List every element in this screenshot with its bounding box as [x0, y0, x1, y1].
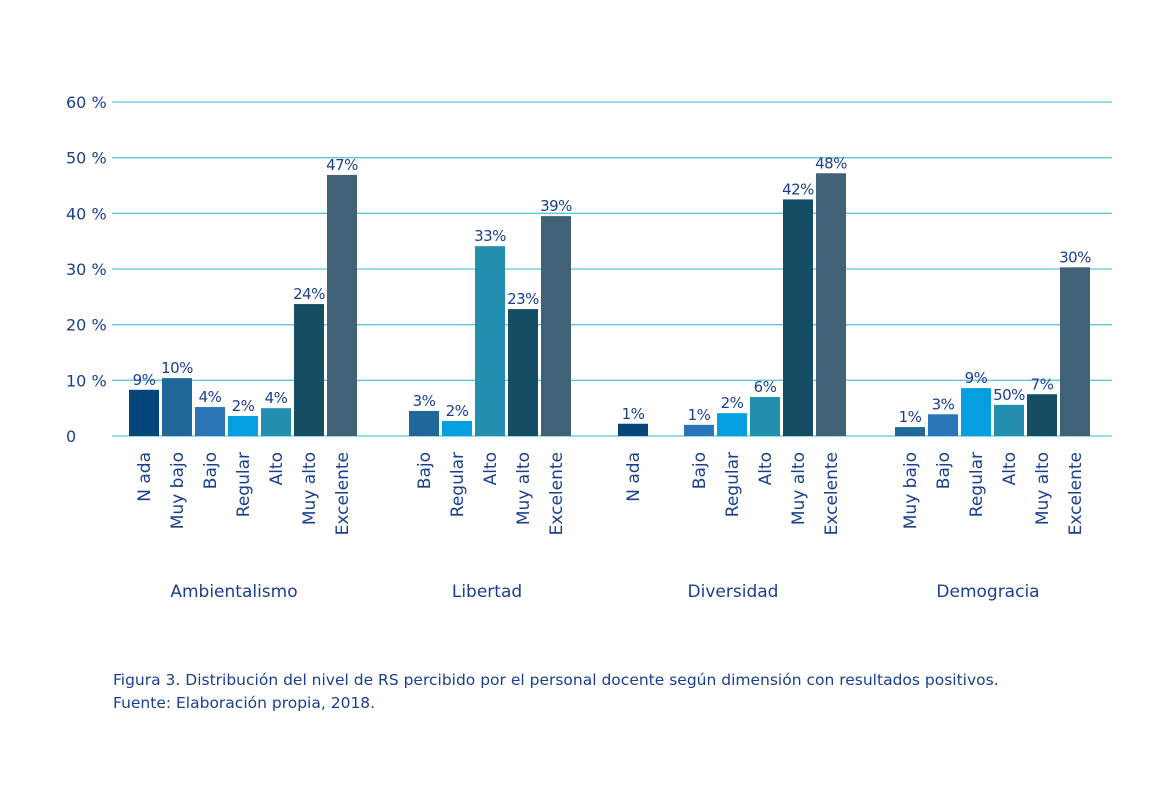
y-tick-label: 10 % [66, 371, 107, 390]
y-tick-label: 40 % [66, 204, 107, 223]
y-tick-label: 50 % [66, 149, 107, 168]
group-label: Demogracia [936, 582, 1039, 602]
x-tick-label: Muy bajo [901, 452, 921, 529]
data-label: 7% [1031, 375, 1054, 393]
y-tick-label: 60 % [66, 93, 107, 112]
data-label: 6% [754, 378, 777, 396]
data-label: 4% [199, 388, 222, 406]
data-label: 4% [265, 389, 288, 407]
x-tick-label: Alto [756, 452, 776, 485]
x-tick-label: Muy bajo [168, 452, 188, 529]
data-label: 50% [993, 386, 1025, 404]
x-tick-label: Regular [234, 452, 254, 517]
x-tick-label: Muy alto [789, 452, 809, 525]
data-label: 48% [815, 154, 847, 172]
data-label: 2% [721, 394, 744, 412]
bar-diversidad-5 [816, 173, 846, 436]
data-label: 33% [474, 227, 506, 245]
bar-demogracia-4 [1027, 394, 1057, 436]
figure-caption: Figura 3. Distribución del nivel de RS p… [113, 671, 999, 689]
bar-demogracia-5 [1060, 267, 1090, 436]
x-tick-label: Regular [723, 452, 743, 517]
bar-demogracia-2 [961, 388, 991, 436]
bar-libertad-3 [508, 309, 538, 436]
x-tick-label: Bajo [934, 452, 954, 489]
bar-diversidad-4 [783, 199, 813, 436]
x-tick-label: Alto [1000, 452, 1020, 485]
bar-ambientalismo-4 [261, 408, 291, 436]
data-label: 9% [133, 371, 156, 389]
y-tick-label: 20 % [66, 316, 107, 335]
bar-demogracia-0 [895, 427, 925, 436]
x-tick-label: Regular [967, 452, 987, 517]
bar-ambientalismo-3 [228, 415, 258, 436]
x-tick-label: Alto [267, 452, 287, 485]
x-tick-label: Bajo [201, 452, 221, 489]
data-label: 42% [782, 180, 814, 198]
x-tick-label: Bajo [690, 452, 710, 489]
x-tick-label: Regular [448, 452, 468, 517]
x-tick-label: Excelente [547, 452, 567, 535]
data-label: 1% [899, 408, 922, 426]
bar-diversidad-2 [717, 413, 747, 436]
group-label: Diversidad [688, 582, 779, 602]
x-tick-label: Muy alto [1033, 452, 1053, 525]
y-tick-label: 30 % [66, 260, 107, 279]
group-label: Libertad [452, 582, 522, 602]
data-label: 2% [446, 402, 469, 420]
x-tick-label: Alto [481, 452, 501, 485]
bar-demogracia-3 [994, 404, 1024, 436]
x-tick-label: Muy alto [514, 452, 534, 525]
bar-diversidad-1 [684, 424, 714, 436]
data-label: 3% [413, 392, 436, 410]
x-tick-label: N ada [135, 452, 155, 502]
x-tick-label: Bajo [415, 452, 435, 489]
bar-libertad-0 [409, 410, 439, 436]
data-label: 23% [507, 290, 539, 308]
bar-demogracia-1 [928, 414, 958, 436]
data-label: 39% [540, 197, 572, 215]
bar-libertad-1 [442, 420, 472, 436]
x-tick-label: N ada [624, 452, 644, 502]
data-label: 9% [965, 369, 988, 387]
data-label: 47% [326, 156, 358, 174]
group-label: Ambientalismo [170, 582, 297, 602]
bar-diversidad-0 [618, 423, 648, 436]
y-tick-label: 0 [66, 427, 76, 446]
x-tick-label: Excelente [822, 452, 842, 535]
data-label: 10% [161, 359, 193, 377]
bar-libertad-4 [541, 216, 571, 436]
bar-ambientalismo-2 [195, 407, 225, 436]
bar-ambientalismo-1 [162, 378, 192, 436]
data-label: 24% [293, 285, 325, 303]
data-label: 30% [1059, 248, 1091, 266]
bar-ambientalismo-6 [327, 174, 357, 436]
x-tick-label: Excelente [1066, 452, 1086, 535]
figure-source: Fuente: Elaboración propia, 2018. [113, 694, 376, 712]
data-label: 2% [232, 397, 255, 415]
x-tick-label: Muy alto [300, 452, 320, 525]
bar-ambientalismo-0 [129, 389, 159, 436]
bar-diversidad-3 [750, 397, 780, 436]
x-tick-label: Excelente [333, 452, 353, 535]
data-label: 3% [932, 395, 955, 413]
data-label: 1% [688, 406, 711, 424]
bar-libertad-2 [475, 246, 505, 436]
bar-ambientalismo-5 [294, 304, 324, 436]
data-label: 1% [622, 405, 645, 423]
